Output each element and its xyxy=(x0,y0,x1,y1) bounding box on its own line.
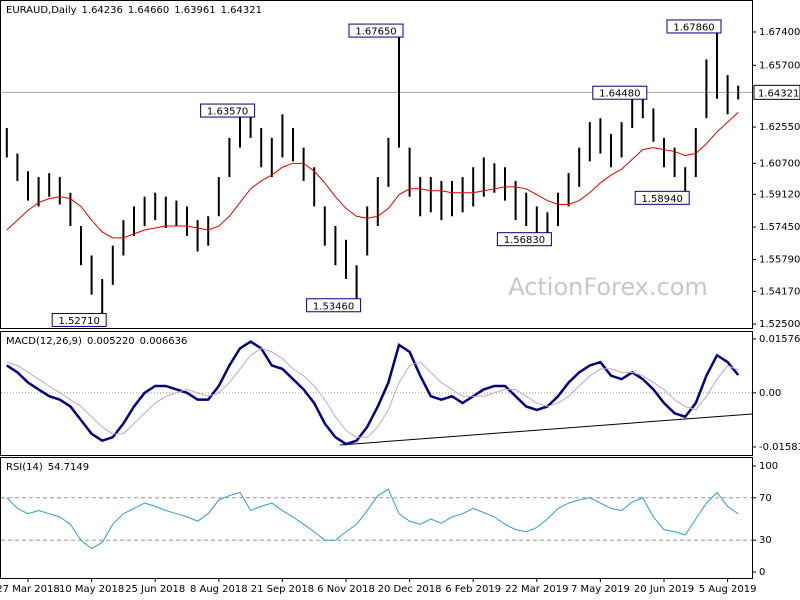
readout: 1.64660 xyxy=(128,5,169,16)
annotation-box xyxy=(666,19,722,34)
x-tick-label: 27 Mar 2018 xyxy=(0,584,60,595)
y-tick-label: 0 xyxy=(759,567,765,578)
x-tick-label: 6 Nov 2018 xyxy=(317,584,375,595)
annotation-box xyxy=(496,232,552,247)
panel-title: EURAUD,Daily 1.64236 1.64660 1.63961 1.64321 xyxy=(6,5,262,16)
x-tick-label: 8 Aug 2018 xyxy=(190,584,248,595)
x-tick-label: 10 May 2018 xyxy=(59,584,124,595)
title-text: MACD(12,26,9) xyxy=(6,336,82,347)
y-tick-label: 1.59120 xyxy=(759,189,800,200)
y-tick-label: 0.015762 xyxy=(759,334,800,345)
x-tick-label: 21 Sep 2018 xyxy=(251,584,314,595)
y-tick-label: -0.015834 xyxy=(759,442,800,453)
x-tick-label: 6 Feb 2019 xyxy=(445,584,501,595)
y-tick-label: 1.65700 xyxy=(759,60,800,71)
watermark: ActionForex.com xyxy=(508,273,708,301)
annotation-label: 1.56830 xyxy=(504,235,545,246)
y-tick-label: 1.60700 xyxy=(759,158,800,169)
annotation-label: 1.67860 xyxy=(673,22,714,33)
x-tick-label: 22 Mar 2019 xyxy=(505,584,568,595)
y-tick-label: 1.67400 xyxy=(759,27,800,38)
readout: 1.63961 xyxy=(174,5,215,16)
y-tick-label: 0.00 xyxy=(759,388,781,399)
panel-title: MACD(12,26,9) 0.005220 0.006636 xyxy=(6,336,187,347)
readout: 1.64321 xyxy=(221,5,262,16)
y-tick-label: 1.62550 xyxy=(759,122,800,133)
series-line xyxy=(6,488,739,550)
title-text: EURAUD,Daily xyxy=(6,5,77,16)
current-price-box xyxy=(753,84,800,100)
annotation-box xyxy=(306,298,362,313)
annotation-box xyxy=(51,312,107,327)
panel-title: RSI(14) 54.7149 xyxy=(6,462,89,473)
macd-panel xyxy=(0,331,753,456)
y-tick-label: 100 xyxy=(759,461,778,472)
y-tick-label: 1.55790 xyxy=(759,255,800,266)
x-tick-label: 5 Aug 2019 xyxy=(699,584,757,595)
y-tick-label: 1.52500 xyxy=(759,319,800,330)
y-tick-label: 1.54170 xyxy=(759,286,800,297)
readout: 54.7149 xyxy=(48,462,89,473)
annotation-label: 1.67650 xyxy=(355,27,396,38)
readout: 0.006636 xyxy=(140,336,188,347)
x-tick-label: 20 Jun 2019 xyxy=(634,584,694,595)
readout: 1.64236 xyxy=(82,5,123,16)
y-tick-label: 30 xyxy=(759,535,772,546)
series-line xyxy=(6,111,739,239)
annotation-label: 1.53460 xyxy=(313,301,354,312)
annotation-label: 1.64480 xyxy=(599,89,640,100)
annotation-label: 1.58940 xyxy=(642,194,683,205)
series-line xyxy=(6,347,739,438)
annotation-label: 1.52710 xyxy=(59,316,100,327)
x-tick-label: 25 Jun 2018 xyxy=(125,584,185,595)
x-tick-label: 20 Dec 2018 xyxy=(378,584,442,595)
annotation-box xyxy=(592,85,648,100)
price-panel xyxy=(0,0,753,329)
annotation-box xyxy=(634,190,690,205)
y-tick-label: 70 xyxy=(759,493,772,504)
annotation-box xyxy=(200,103,256,118)
annotation-box xyxy=(348,23,404,38)
annotation-label: 1.63570 xyxy=(207,107,248,118)
y-tick-label: 1.57450 xyxy=(759,222,800,233)
series-line xyxy=(6,340,740,446)
trend-line xyxy=(339,413,753,446)
x-tick-label: 7 May 2019 xyxy=(571,584,630,595)
current-price-label: 1.64321 xyxy=(758,88,799,99)
title-text: RSI(14) xyxy=(6,462,43,473)
readout: 0.005220 xyxy=(87,336,135,347)
rsi-panel xyxy=(0,457,753,579)
